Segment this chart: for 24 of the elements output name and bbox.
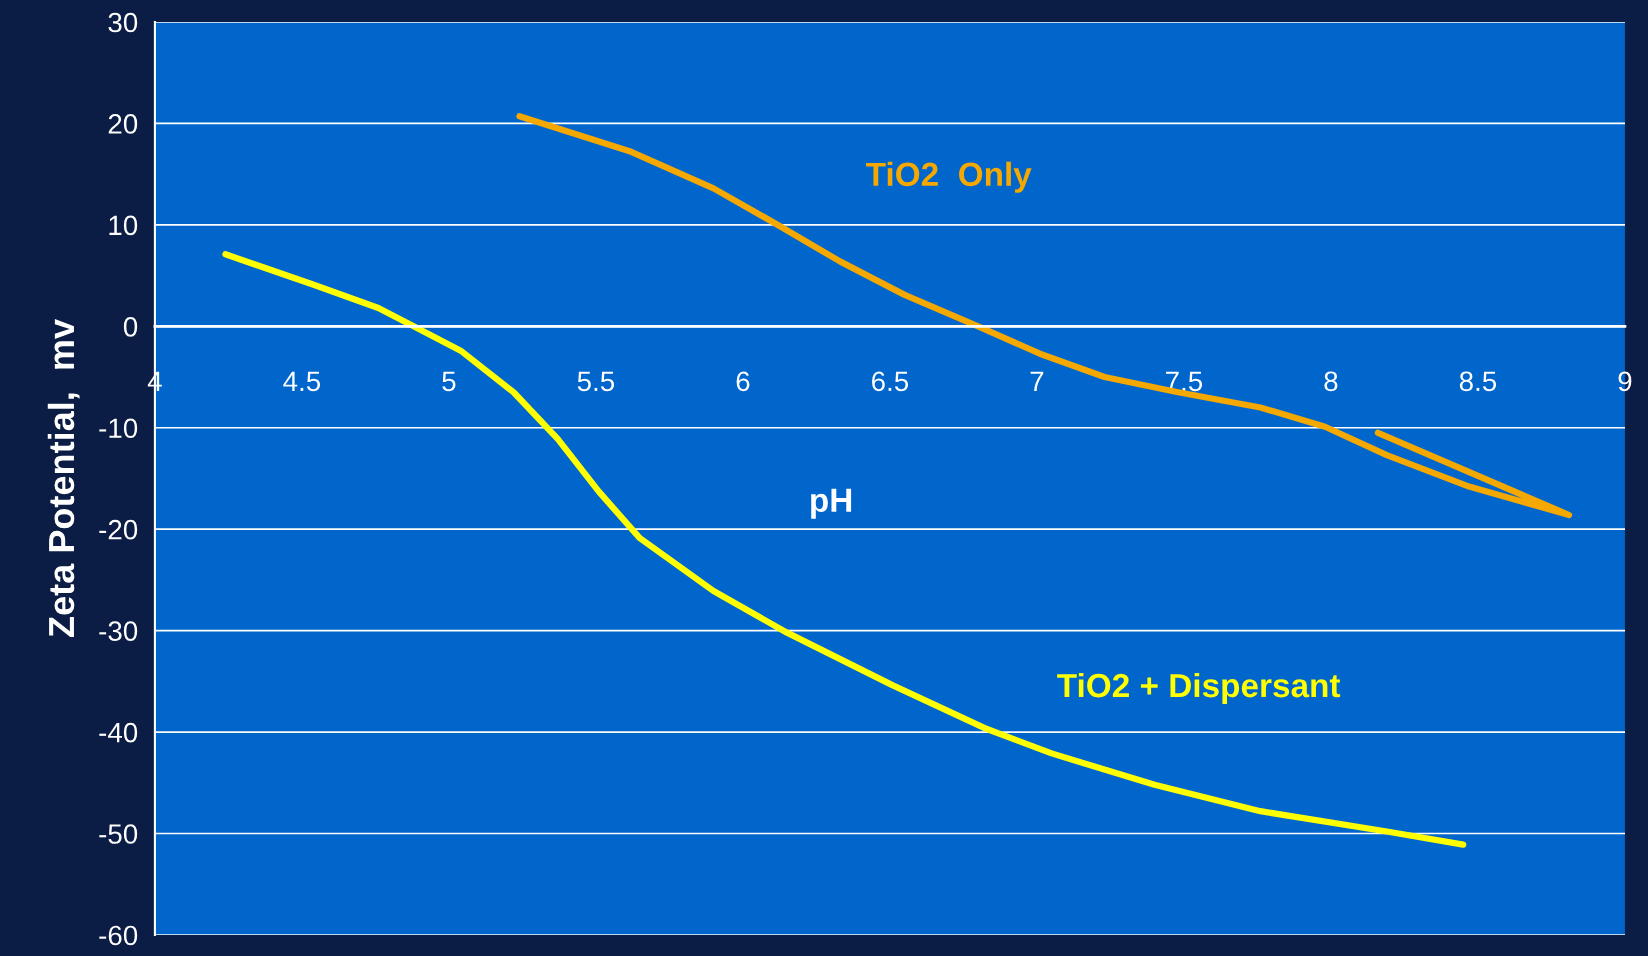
- y-tick-label: -60: [99, 925, 138, 946]
- y-tick-label: 0: [123, 316, 138, 337]
- x-axis-title: pH: [811, 488, 852, 519]
- y-tick-label: 30: [108, 12, 138, 33]
- series-label: TiO2 + Dispersant: [1057, 672, 1341, 704]
- y-tick-label: -10: [99, 418, 138, 439]
- text: TiO2 Only: [866, 161, 1032, 193]
- y-tick-label: -50: [99, 824, 138, 844]
- x-tick-label: 4.5: [283, 371, 321, 392]
- x-tick-label: 7: [1030, 371, 1044, 391]
- y-tick-label: 20: [108, 114, 138, 134]
- x-tick-label: 8: [1324, 371, 1338, 392]
- y-tick-label: -40: [99, 722, 138, 743]
- x-tick-label: 9: [1618, 371, 1632, 392]
- y-tick-label: 10: [109, 215, 138, 236]
- x-tick-label: 6.5: [872, 371, 909, 392]
- x-tick-label: 6: [736, 371, 750, 392]
- x-tick-label: 5: [442, 371, 456, 392]
- y-axis-title: Zeta Potential, mv: [47, 319, 80, 637]
- x-tick-label: 7.5: [1166, 371, 1203, 392]
- x-tick-label: 8.5: [1459, 371, 1497, 392]
- y-tick-label: -30: [99, 621, 138, 641]
- x-tick-label: 5.5: [577, 371, 615, 392]
- y-tick-label: -20: [99, 519, 138, 540]
